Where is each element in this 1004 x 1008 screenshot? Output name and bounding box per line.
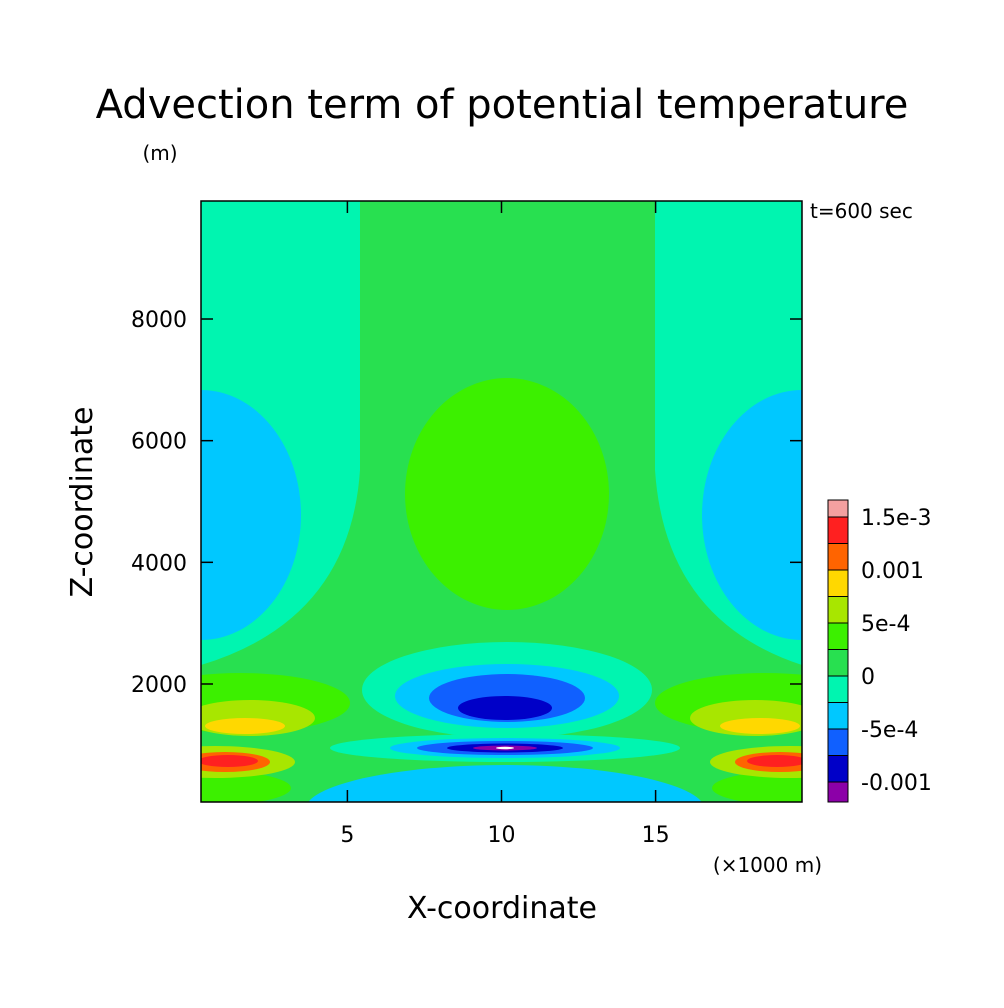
y-tick-label: 6000 [131, 430, 187, 455]
colorbar-box [827, 675, 849, 703]
colorbar-box [827, 781, 849, 803]
y-tick-label: 4000 [131, 551, 187, 576]
y-tick-label: 8000 [131, 308, 187, 333]
contour-region [720, 718, 800, 734]
chart-title: Advection term of potential temperature [96, 82, 909, 128]
contour-region [712, 770, 802, 802]
colorbar-box [827, 702, 849, 730]
colorbar-box [827, 516, 849, 544]
contour-region [405, 378, 609, 610]
contour-region [201, 770, 291, 802]
y-unit: (m) [142, 141, 177, 165]
contour-region [747, 755, 802, 767]
contour-peak [496, 746, 514, 750]
colorbar-label: -0.001 [861, 771, 932, 796]
colorbar-box [827, 596, 849, 624]
contour-region [201, 390, 301, 640]
annotation: t=600 sec [810, 199, 913, 223]
colorbar-box [827, 755, 849, 783]
x-tick-label: 15 [642, 823, 670, 848]
x-tick-label: 5 [340, 823, 354, 848]
axes: 5 10 15 2000 4000 6000 8000 1.5e-3 0.001 5e-4 0 -5e… [131, 201, 932, 848]
colorbar-label: 0 [861, 665, 875, 690]
contour-region [201, 755, 258, 767]
y-axis-label: Z-coordinate [65, 407, 100, 598]
contour-region [205, 718, 285, 734]
contour-region [458, 696, 552, 720]
colorbar-box [827, 499, 849, 518]
x-axis-label: X-coordinate [407, 891, 597, 926]
colorbar-label: 0.001 [861, 559, 924, 584]
contour-region [308, 765, 702, 802]
x-unit: (×1000 m) [713, 853, 822, 877]
colorbar-label: 1.5e-3 [861, 506, 931, 531]
colorbar-label: 5e-4 [861, 612, 910, 637]
colorbar-box [827, 622, 849, 650]
colorbar-box [827, 569, 849, 597]
y-tick-label: 2000 [131, 673, 187, 698]
colorbar-box [827, 543, 849, 571]
contour-field [201, 201, 802, 802]
contour-region [702, 390, 802, 640]
colorbar-label: -5e-4 [861, 718, 918, 743]
x-tick-label: 10 [488, 823, 516, 848]
colorbar-box [827, 649, 849, 677]
colorbar-box [827, 728, 849, 756]
